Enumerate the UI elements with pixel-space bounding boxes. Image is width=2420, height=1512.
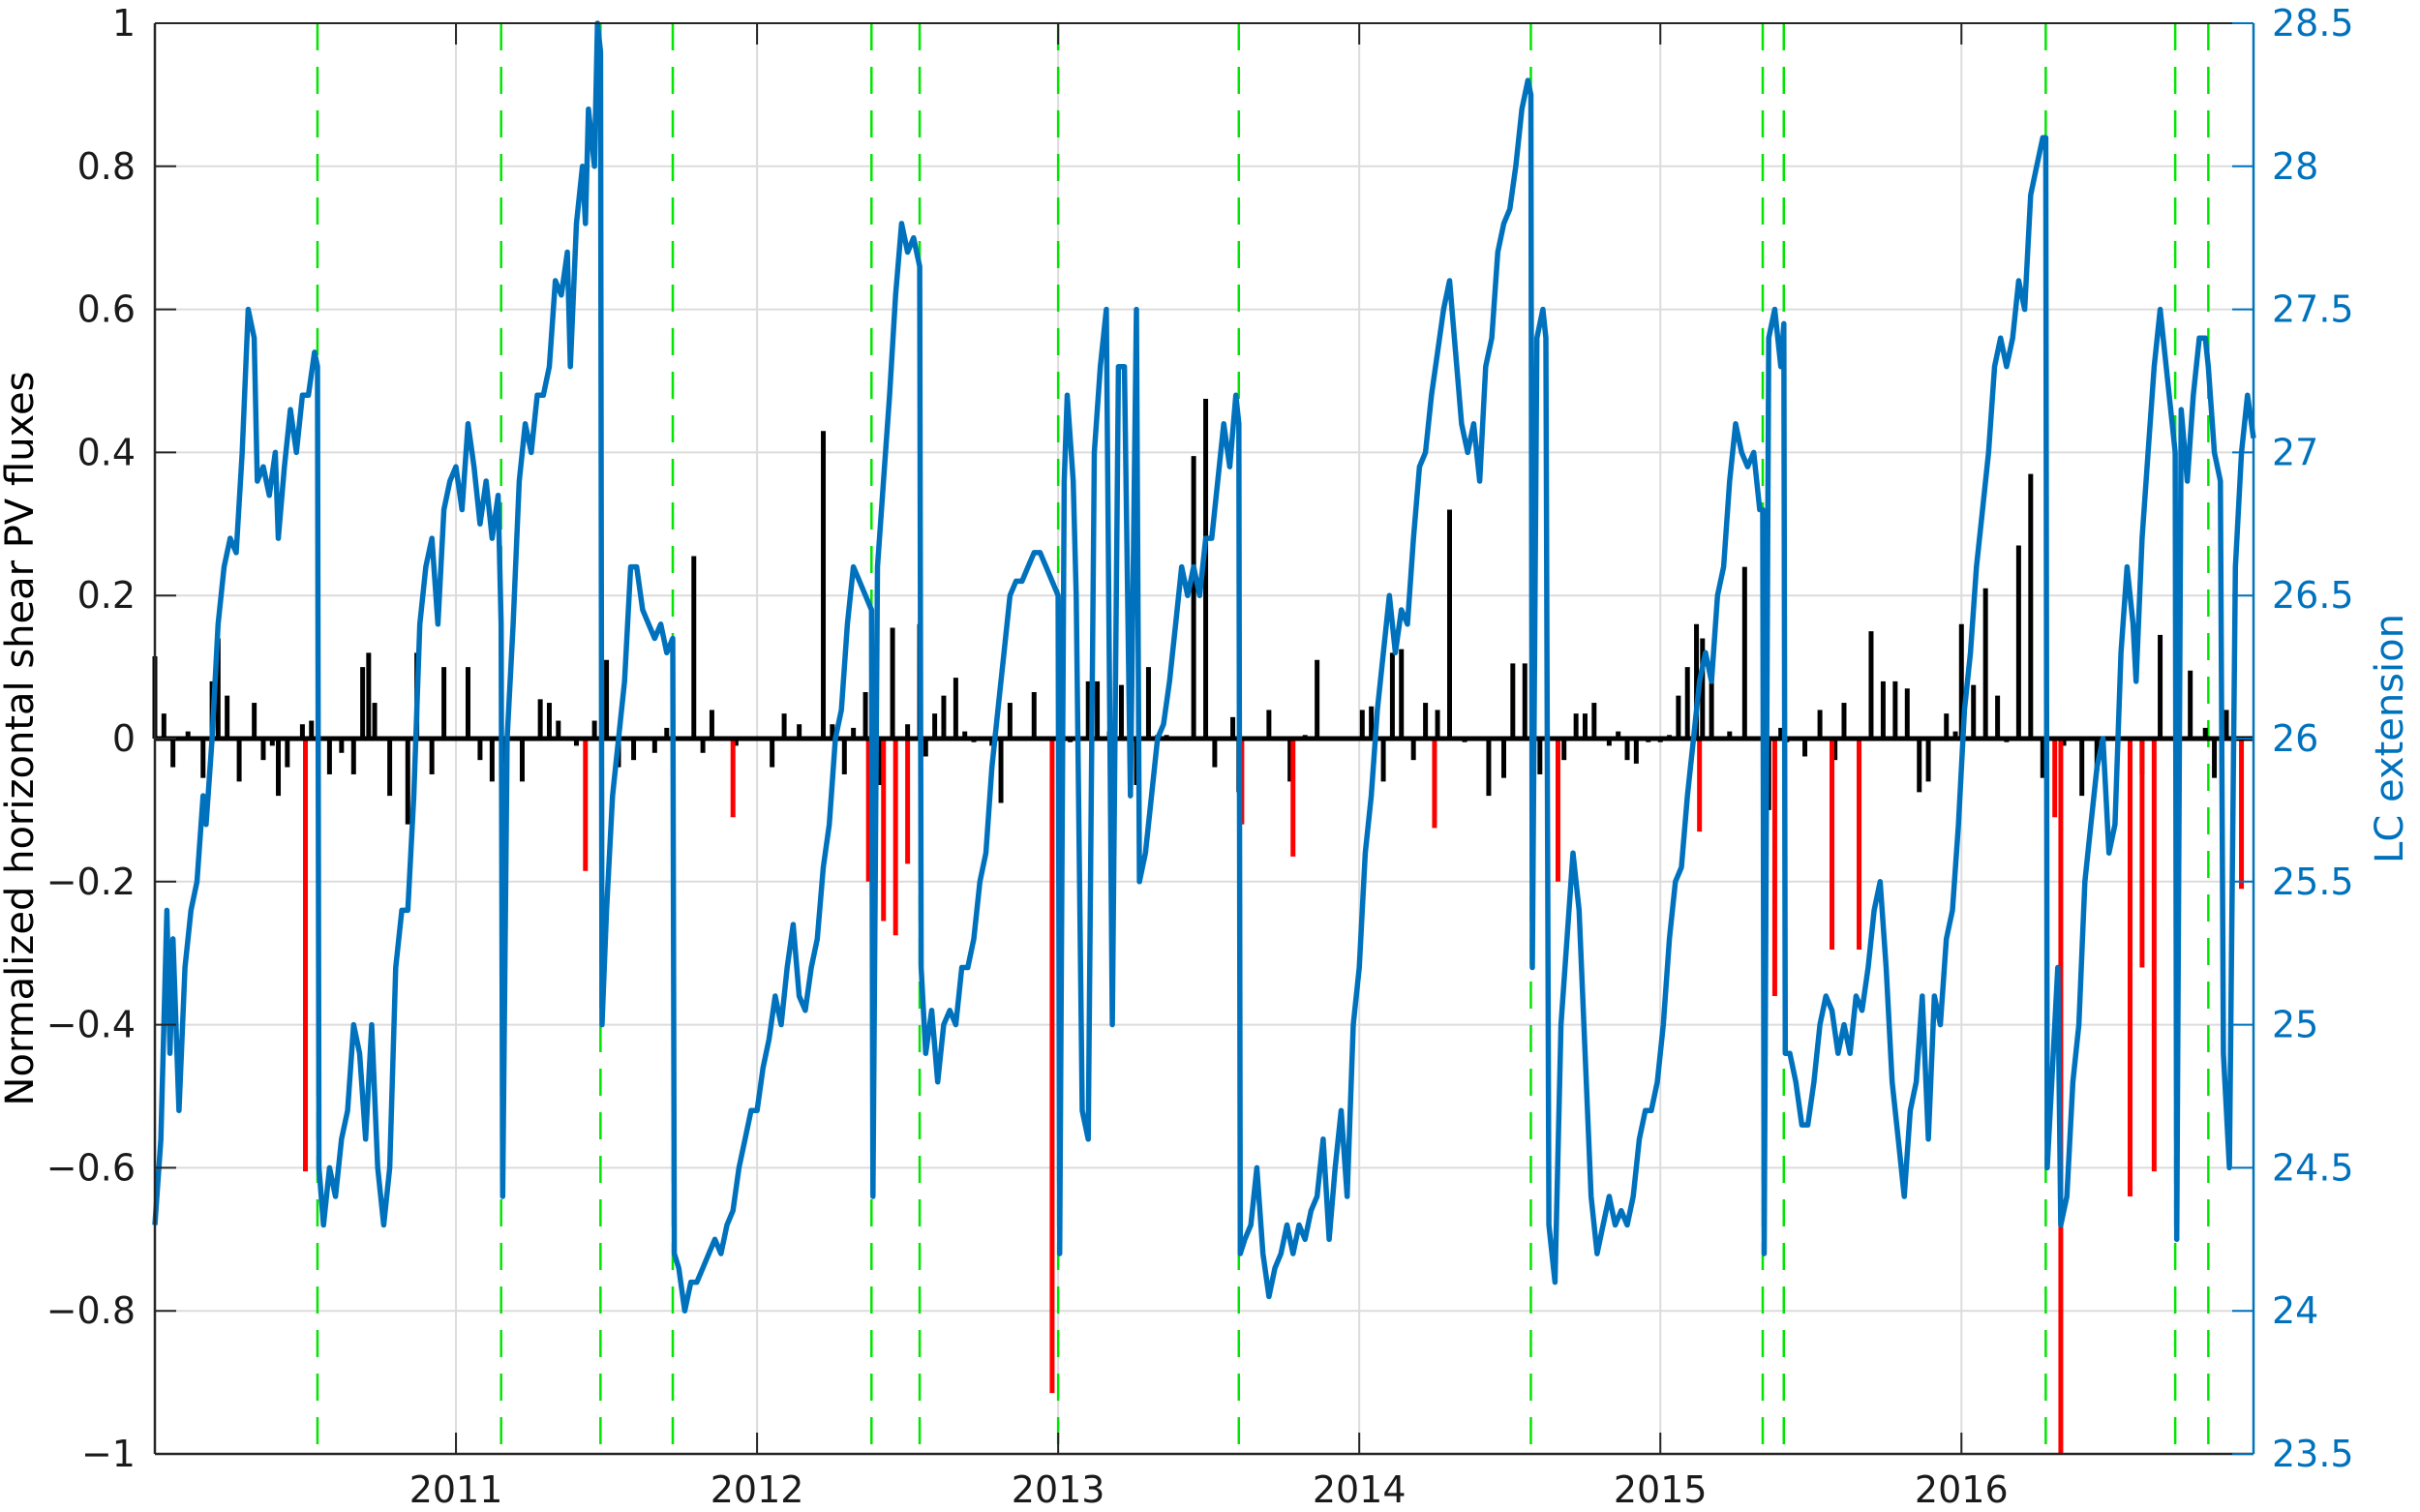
- lc-extension-series: [152, 20, 2256, 1314]
- x-tick-label: 2014: [1313, 1468, 1407, 1511]
- left-y-tick-label: −1: [81, 1433, 136, 1475]
- lc-extension-line: [152, 20, 2256, 1314]
- right-y-tick-label: 23.5: [2272, 1433, 2354, 1475]
- left-y-tick-label: 0.2: [77, 574, 136, 617]
- left-y-tick-label: 0.4: [77, 431, 136, 473]
- right-y-tick-label: 25.5: [2272, 861, 2354, 903]
- left-y-tick-label: −0.6: [46, 1146, 136, 1189]
- x-tick-label: 2012: [711, 1468, 804, 1511]
- left-y-tick-label: −0.4: [46, 1004, 136, 1046]
- right-y-tick-label: 24.5: [2272, 1146, 2354, 1189]
- left-y-axis-title: Normalized horizontal shear PV fluxes: [0, 372, 43, 1106]
- x-tick-label: 2016: [1915, 1468, 2009, 1511]
- left-y-tick-label: 0.6: [77, 288, 136, 331]
- left-y-tick-label: 0: [112, 717, 136, 760]
- left-y-axis-ticks: 1 0.8 0.6 0.4 0.2 0 −0.2 −0.4 −0.6 −0.8 −1: [46, 2, 176, 1475]
- left-y-tick-label: −0.8: [46, 1289, 136, 1332]
- right-y-axis-ticks: 28.5 28 27.5 27 26.5 26 25.5 25 24.5 24 23.5: [2232, 2, 2354, 1475]
- right-y-tick-label: 27: [2272, 431, 2318, 473]
- left-y-tick-label: 1: [112, 2, 136, 45]
- flux-stems: [152, 398, 2245, 1454]
- x-axis-ticks: 2011 2012 2013 2014 2015 2016: [409, 23, 2009, 1511]
- right-y-tick-label: 25: [2272, 1004, 2318, 1046]
- left-y-tick-label: −0.2: [46, 861, 136, 903]
- right-y-tick-label: 28.5: [2272, 2, 2354, 45]
- x-tick-label: 2013: [1012, 1468, 1105, 1511]
- right-y-tick-label: 27.5: [2272, 288, 2354, 331]
- right-y-tick-label: 26: [2272, 717, 2318, 760]
- x-tick-label: 2011: [409, 1468, 503, 1511]
- right-y-tick-label: 28: [2272, 145, 2318, 188]
- right-y-axis-title: LC extension: [2368, 614, 2412, 863]
- right-y-tick-label: 26.5: [2272, 574, 2354, 617]
- x-tick-label: 2015: [1614, 1468, 1708, 1511]
- right-y-tick-label: 24: [2272, 1289, 2318, 1332]
- left-y-tick-label: 0.8: [77, 145, 136, 188]
